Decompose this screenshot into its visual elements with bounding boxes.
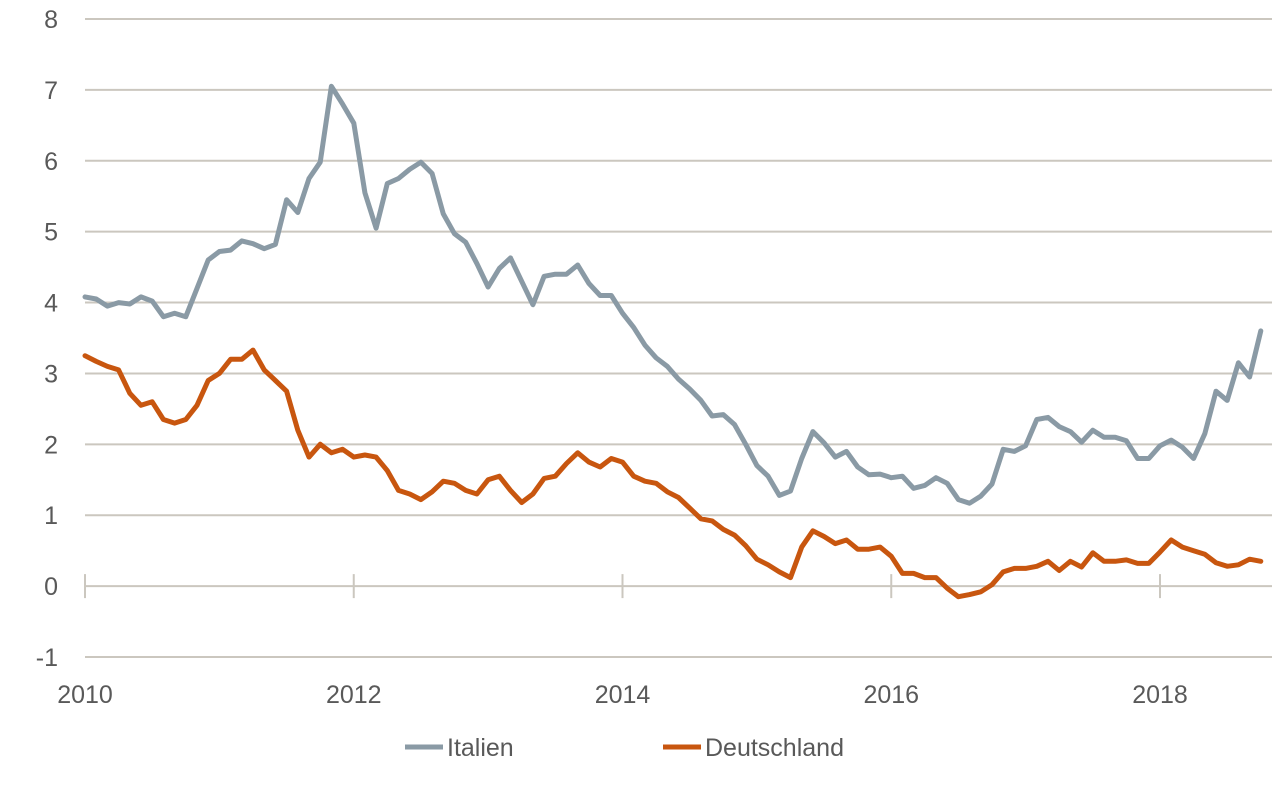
y-tick-label: 6 bbox=[44, 148, 58, 176]
legend-item-italien: Italien bbox=[405, 734, 514, 762]
series-lines bbox=[85, 86, 1261, 597]
y-tick-label: 1 bbox=[44, 502, 58, 530]
series-line-deutschland bbox=[85, 350, 1261, 597]
y-tick-label: 0 bbox=[44, 573, 58, 601]
y-tick-label: 4 bbox=[44, 290, 58, 318]
y-tick-label: 8 bbox=[44, 6, 58, 34]
x-tick-label: 2016 bbox=[863, 681, 919, 709]
x-axis-tick-labels: 2010 2012 2014 2016 2018 bbox=[57, 681, 1188, 709]
legend-label: Italien bbox=[447, 734, 514, 762]
y-tick-label: 7 bbox=[44, 77, 58, 105]
legend-item-deutschland: Deutschland bbox=[663, 734, 844, 762]
y-tick-label: 5 bbox=[44, 219, 58, 247]
x-tick-label: 2018 bbox=[1132, 681, 1188, 709]
y-axis-tick-labels: -1 0 1 2 3 4 5 6 7 8 bbox=[36, 6, 58, 672]
legend-label: Deutschland bbox=[705, 734, 844, 762]
y-tick-label: -1 bbox=[36, 644, 58, 672]
legend: Italien Deutschland bbox=[405, 734, 844, 762]
y-tick-label: 3 bbox=[44, 360, 58, 388]
x-tick-label: 2012 bbox=[326, 681, 382, 709]
y-tick-label: 2 bbox=[44, 431, 58, 459]
x-tick-label: 2010 bbox=[57, 681, 113, 709]
x-tick-label: 2014 bbox=[595, 681, 651, 709]
gridlines bbox=[85, 19, 1272, 657]
series-line-italien bbox=[85, 86, 1261, 503]
